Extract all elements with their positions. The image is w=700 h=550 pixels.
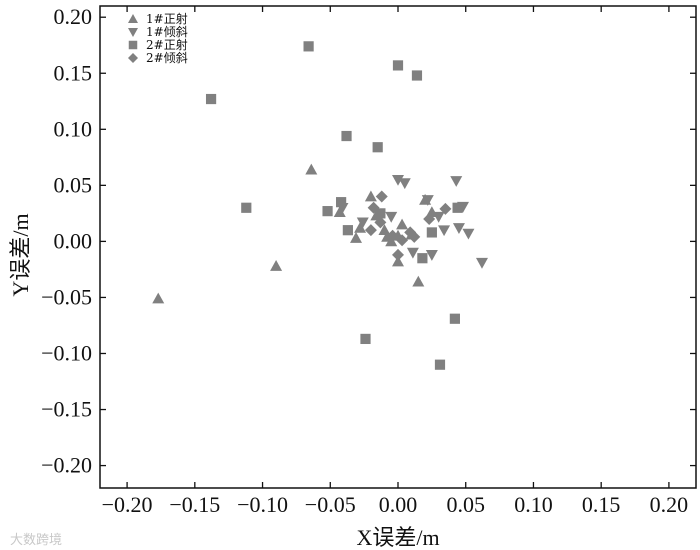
data-point-triangle-down: [356, 217, 369, 229]
legend-label: 2#正射: [146, 37, 188, 52]
data-point-triangle-up: [152, 292, 165, 304]
y-tick-label: 0.15: [54, 60, 93, 85]
data-point-square: [205, 93, 217, 105]
y-tick-label: −0.05: [41, 284, 92, 309]
data-point-triangle-up: [385, 235, 398, 247]
y-tick-label: 0.20: [54, 4, 93, 29]
legend-marker-diamond: [128, 53, 138, 63]
watermark-text: 大数跨境: [10, 533, 62, 548]
y-tick-labels: −0.20 −0.15 −0.10 −0.05 0.00 0.05 0.10 0.15 0.20: [41, 4, 92, 477]
x-tick-label: 0.15: [582, 492, 621, 517]
y-tick-label: 0.00: [54, 228, 93, 253]
data-point-square: [336, 197, 347, 208]
data-point-triangle-down: [392, 174, 404, 186]
y-tick-label: −0.10: [41, 340, 92, 365]
legend-label: 1#倾斜: [146, 25, 188, 39]
y-tick-label: 0.05: [54, 172, 93, 197]
data-point-square: [322, 206, 333, 217]
legend-marker-square: [128, 40, 138, 50]
data-point-triangle-up: [364, 190, 377, 202]
x-tick-label: 0.00: [379, 492, 418, 517]
data-point-diamond: [396, 234, 409, 247]
data-point-square: [341, 130, 352, 142]
x-tick-label: −0.05: [305, 492, 356, 517]
y-tick-label: −0.15: [41, 397, 92, 422]
legend: 1#正射1#倾斜2#正射2#倾斜: [128, 11, 188, 65]
data-point-square: [342, 225, 353, 236]
x-tick-label: −0.10: [237, 492, 288, 517]
data-point-triangle-up: [350, 232, 363, 243]
legend-marker-triangle-down: [128, 28, 138, 37]
data-point-diamond: [375, 190, 388, 203]
data-point-square: [449, 313, 460, 324]
data-point-square: [392, 60, 404, 71]
data-point-diamond: [374, 216, 387, 229]
data-point-triangle-up: [305, 163, 318, 175]
x-tick-label: 0.20: [650, 492, 689, 517]
data-point-triangle-down: [398, 178, 411, 190]
data-point-diamond: [367, 201, 380, 214]
data-point-triangle-down: [438, 225, 451, 237]
x-tick-label: −0.20: [102, 492, 153, 517]
data-point-square: [375, 208, 386, 219]
plot-area: [99, 5, 697, 489]
data-point-square: [411, 70, 423, 81]
y-tick-label: 0.10: [54, 116, 93, 141]
plot-frame: [99, 5, 697, 489]
data-point-square: [360, 333, 371, 345]
data-point-diamond: [386, 229, 399, 242]
data-point-triangle-up: [270, 260, 283, 271]
data-point-triangle-up: [396, 218, 409, 230]
data-point-square: [303, 41, 314, 52]
x-tick-label: 0.05: [446, 492, 485, 517]
x-axis-title: X误差/m: [356, 525, 439, 550]
x-tick-labels: −0.20 −0.15 −0.10 −0.05 0.00 0.05 0.10 0.15 0.20: [102, 492, 689, 517]
data-point-diamond: [423, 212, 436, 225]
legend-marker-triangle-up: [128, 14, 138, 23]
data-point-triangle-down: [462, 228, 475, 240]
data-point-triangle-up: [333, 206, 346, 218]
data-point-triangle-down: [421, 195, 434, 206]
data-point-square: [434, 359, 446, 370]
legend-label: 1#正射: [146, 11, 188, 26]
data-point-triangle-down: [452, 223, 465, 234]
y-tick-label: −0.20: [41, 453, 92, 478]
axis-ticks: [100, 6, 696, 488]
data-point-triangle-down: [475, 257, 488, 269]
data-point-triangle-down: [450, 176, 463, 187]
data-point-triangle-down: [425, 250, 438, 261]
legend-label: 2#倾斜: [146, 51, 188, 65]
y-axis-title: Y误差/m: [8, 213, 33, 296]
data-point-diamond: [392, 248, 404, 261]
data-points: [152, 41, 488, 370]
x-tick-label: 0.10: [514, 492, 553, 517]
data-point-triangle-down: [432, 211, 445, 223]
data-point-square: [241, 202, 252, 213]
data-point-square: [372, 142, 383, 153]
data-point-diamond: [439, 202, 452, 215]
data-point-square: [417, 253, 428, 264]
data-point-triangle-up: [392, 255, 404, 267]
data-point-square: [426, 227, 437, 238]
data-point-triangle-up: [412, 275, 425, 287]
data-point-triangle-down: [385, 211, 398, 223]
data-point-diamond: [364, 224, 377, 237]
x-tick-label: −0.15: [169, 492, 220, 517]
data-point-triangle-down: [406, 247, 419, 259]
data-point-square: [452, 202, 463, 213]
data-point-diamond: [408, 230, 421, 243]
data-point-triangle-up: [354, 221, 367, 233]
